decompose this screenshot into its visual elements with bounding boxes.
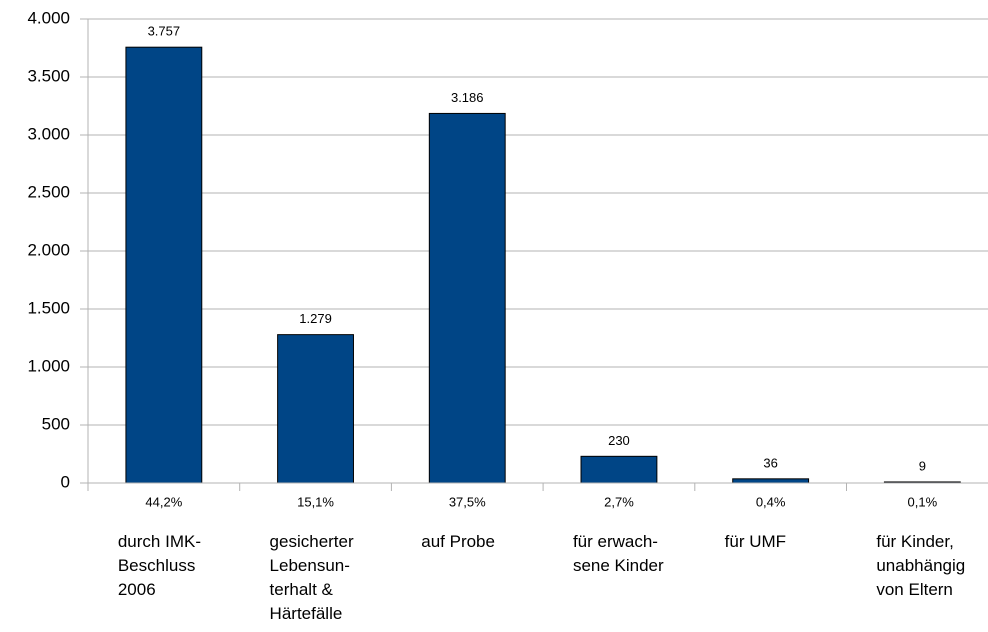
y-tick-label: 1.500 (27, 298, 70, 317)
x-tick-label: durch IMK- Beschluss 2006 (117, 532, 201, 599)
percent-label: 37,5% (449, 494, 486, 509)
percent-label: 0,4% (756, 494, 786, 509)
x-tick-label: für Kinder, unabhängig von Eltern (876, 532, 966, 599)
value-label: 36 (763, 455, 777, 470)
percent-label: 15,1% (297, 494, 334, 509)
x-tick-label: für erwach- sene Kinder (572, 532, 664, 575)
value-label: 9 (919, 458, 926, 473)
percent-label: 0,1% (908, 494, 938, 509)
value-label: 230 (608, 433, 630, 448)
y-tick-label: 3.000 (27, 124, 70, 143)
bar (125, 46, 203, 484)
value-label: 3.186 (451, 90, 484, 105)
value-label: 3.757 (148, 24, 181, 39)
bar (428, 112, 506, 484)
bar (277, 334, 354, 484)
y-tick-label: 0 (61, 472, 70, 491)
y-tick-label: 3.500 (27, 66, 70, 85)
bar (580, 455, 658, 484)
x-tick-label: für UMF (724, 532, 787, 551)
x-tick-label: gesicherter Lebensun- terhalt & Härtefäl… (269, 532, 354, 623)
x-tick-label: auf Probe (421, 532, 495, 551)
percent-label: 44,2% (145, 494, 182, 509)
y-tick-label: 2.000 (27, 240, 70, 259)
y-tick-label: 1.000 (27, 356, 70, 375)
y-tick-label: 4.000 (27, 8, 70, 27)
percent-label: 2,7% (604, 494, 634, 509)
bar (732, 478, 810, 484)
y-tick-label: 500 (42, 414, 70, 433)
value-label: 1.279 (299, 311, 332, 326)
y-tick-label: 2.500 (27, 182, 70, 201)
